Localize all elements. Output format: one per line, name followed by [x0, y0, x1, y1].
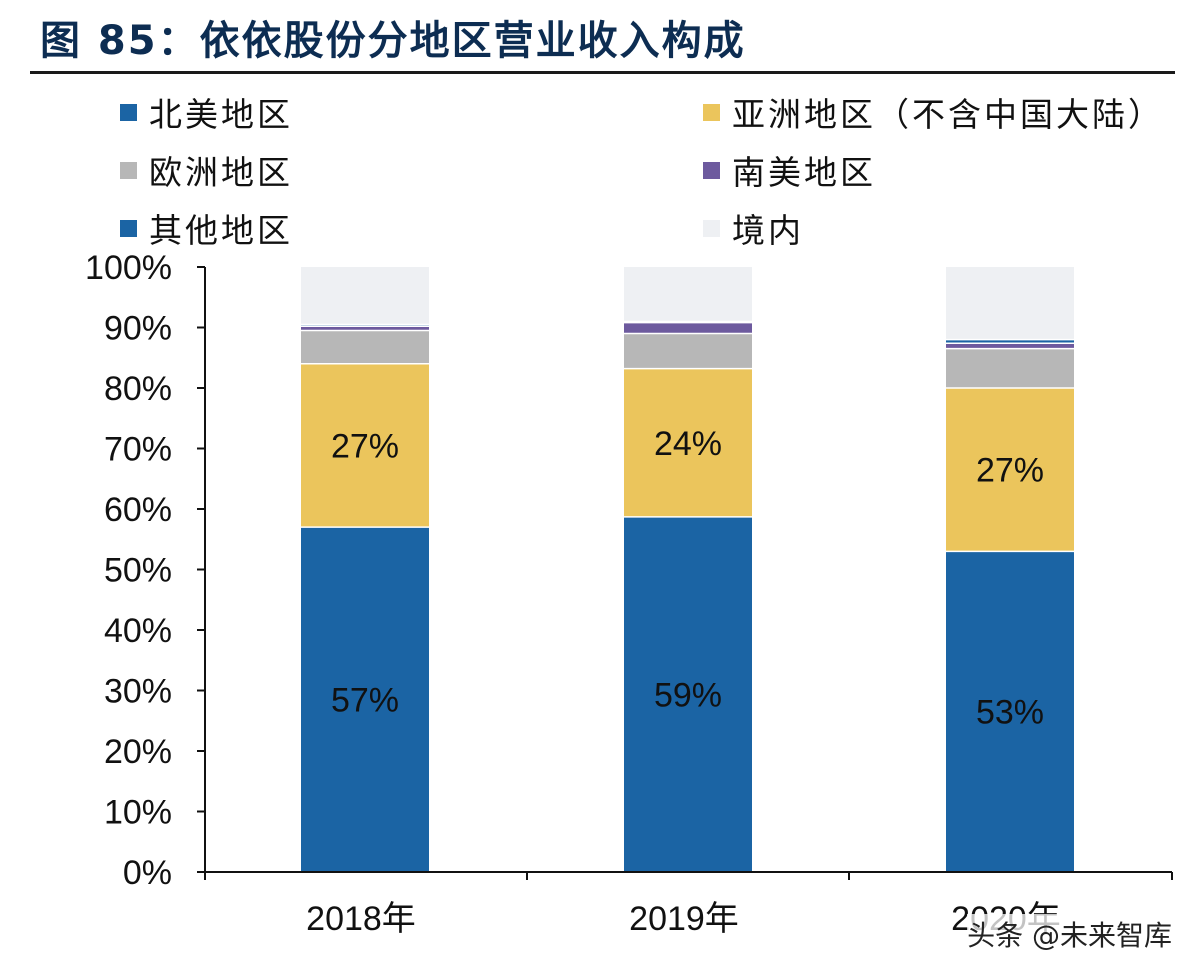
bar-segment — [946, 348, 1074, 388]
legend-swatch — [120, 219, 137, 237]
legend-label: 境内 — [732, 211, 804, 250]
y-tick-label: 80% — [104, 370, 172, 408]
legend-swatch — [120, 103, 137, 121]
legend-label: 亚洲地区（不含中国大陆） — [732, 95, 1164, 134]
legend-swatch — [703, 219, 720, 237]
data-label: 27% — [331, 427, 399, 465]
legend-label: 其他地区 — [149, 211, 293, 250]
bar-segment — [624, 267, 752, 322]
y-tick-label: 30% — [104, 673, 172, 711]
bar-segment — [946, 267, 1074, 340]
bar-segment — [301, 527, 429, 872]
y-tick-label: 60% — [104, 491, 172, 529]
legend-item-north-america: 北美地区 — [120, 88, 293, 136]
bar-segment — [624, 322, 752, 334]
legend-label: 北美地区 — [149, 95, 293, 134]
y-tick-label: 20% — [104, 733, 172, 771]
bar-segment — [946, 388, 1074, 552]
legend-label: 南美地区 — [732, 153, 876, 192]
bar-segment — [301, 363, 429, 528]
bar-segment — [301, 326, 429, 331]
data-label: 27% — [976, 452, 1044, 490]
y-tick-label: 40% — [104, 612, 172, 650]
legend-item-europe: 欧洲地区 — [120, 146, 293, 194]
data-label: 59% — [654, 676, 722, 714]
legend-item-other: 其他地区 — [120, 204, 293, 252]
data-label: 24% — [654, 425, 722, 463]
figure-title: 图 85：依依股份分地区营业收入构成 — [40, 18, 746, 64]
y-tick-label: 100% — [85, 249, 172, 287]
legend-item-domestic: 境内 — [703, 204, 804, 252]
y-tick-label: 50% — [104, 552, 172, 590]
y-tick-label: 0% — [123, 854, 172, 892]
legend-swatch — [703, 103, 720, 121]
bar-segment — [301, 267, 429, 325]
title-rule — [30, 71, 1175, 74]
y-tick-label: 10% — [104, 794, 172, 832]
data-label: 53% — [976, 694, 1044, 732]
bar-segment — [946, 551, 1074, 872]
x-tick-label: 2019年 — [629, 900, 739, 938]
legend-swatch — [120, 161, 137, 179]
data-label: 57% — [331, 682, 399, 720]
bar-segment — [301, 324, 429, 327]
bar-segment — [946, 339, 1074, 344]
legend-swatch — [703, 161, 720, 179]
bar-segment — [624, 516, 752, 872]
y-tick-label: 70% — [104, 431, 172, 469]
bar-segment — [301, 330, 429, 364]
legend-label: 欧洲地区 — [149, 153, 293, 192]
watermark: 头条 @未来智库 — [967, 914, 1172, 954]
legend-item-asia: 亚洲地区（不含中国大陆） — [703, 88, 1164, 136]
bar-segment — [624, 333, 752, 369]
y-tick-label: 90% — [104, 310, 172, 348]
bar-segment — [946, 343, 1074, 349]
bar-segment — [624, 368, 752, 517]
x-tick-label: 2018年 — [306, 900, 416, 938]
legend-item-south-america: 南美地区 — [703, 146, 876, 194]
